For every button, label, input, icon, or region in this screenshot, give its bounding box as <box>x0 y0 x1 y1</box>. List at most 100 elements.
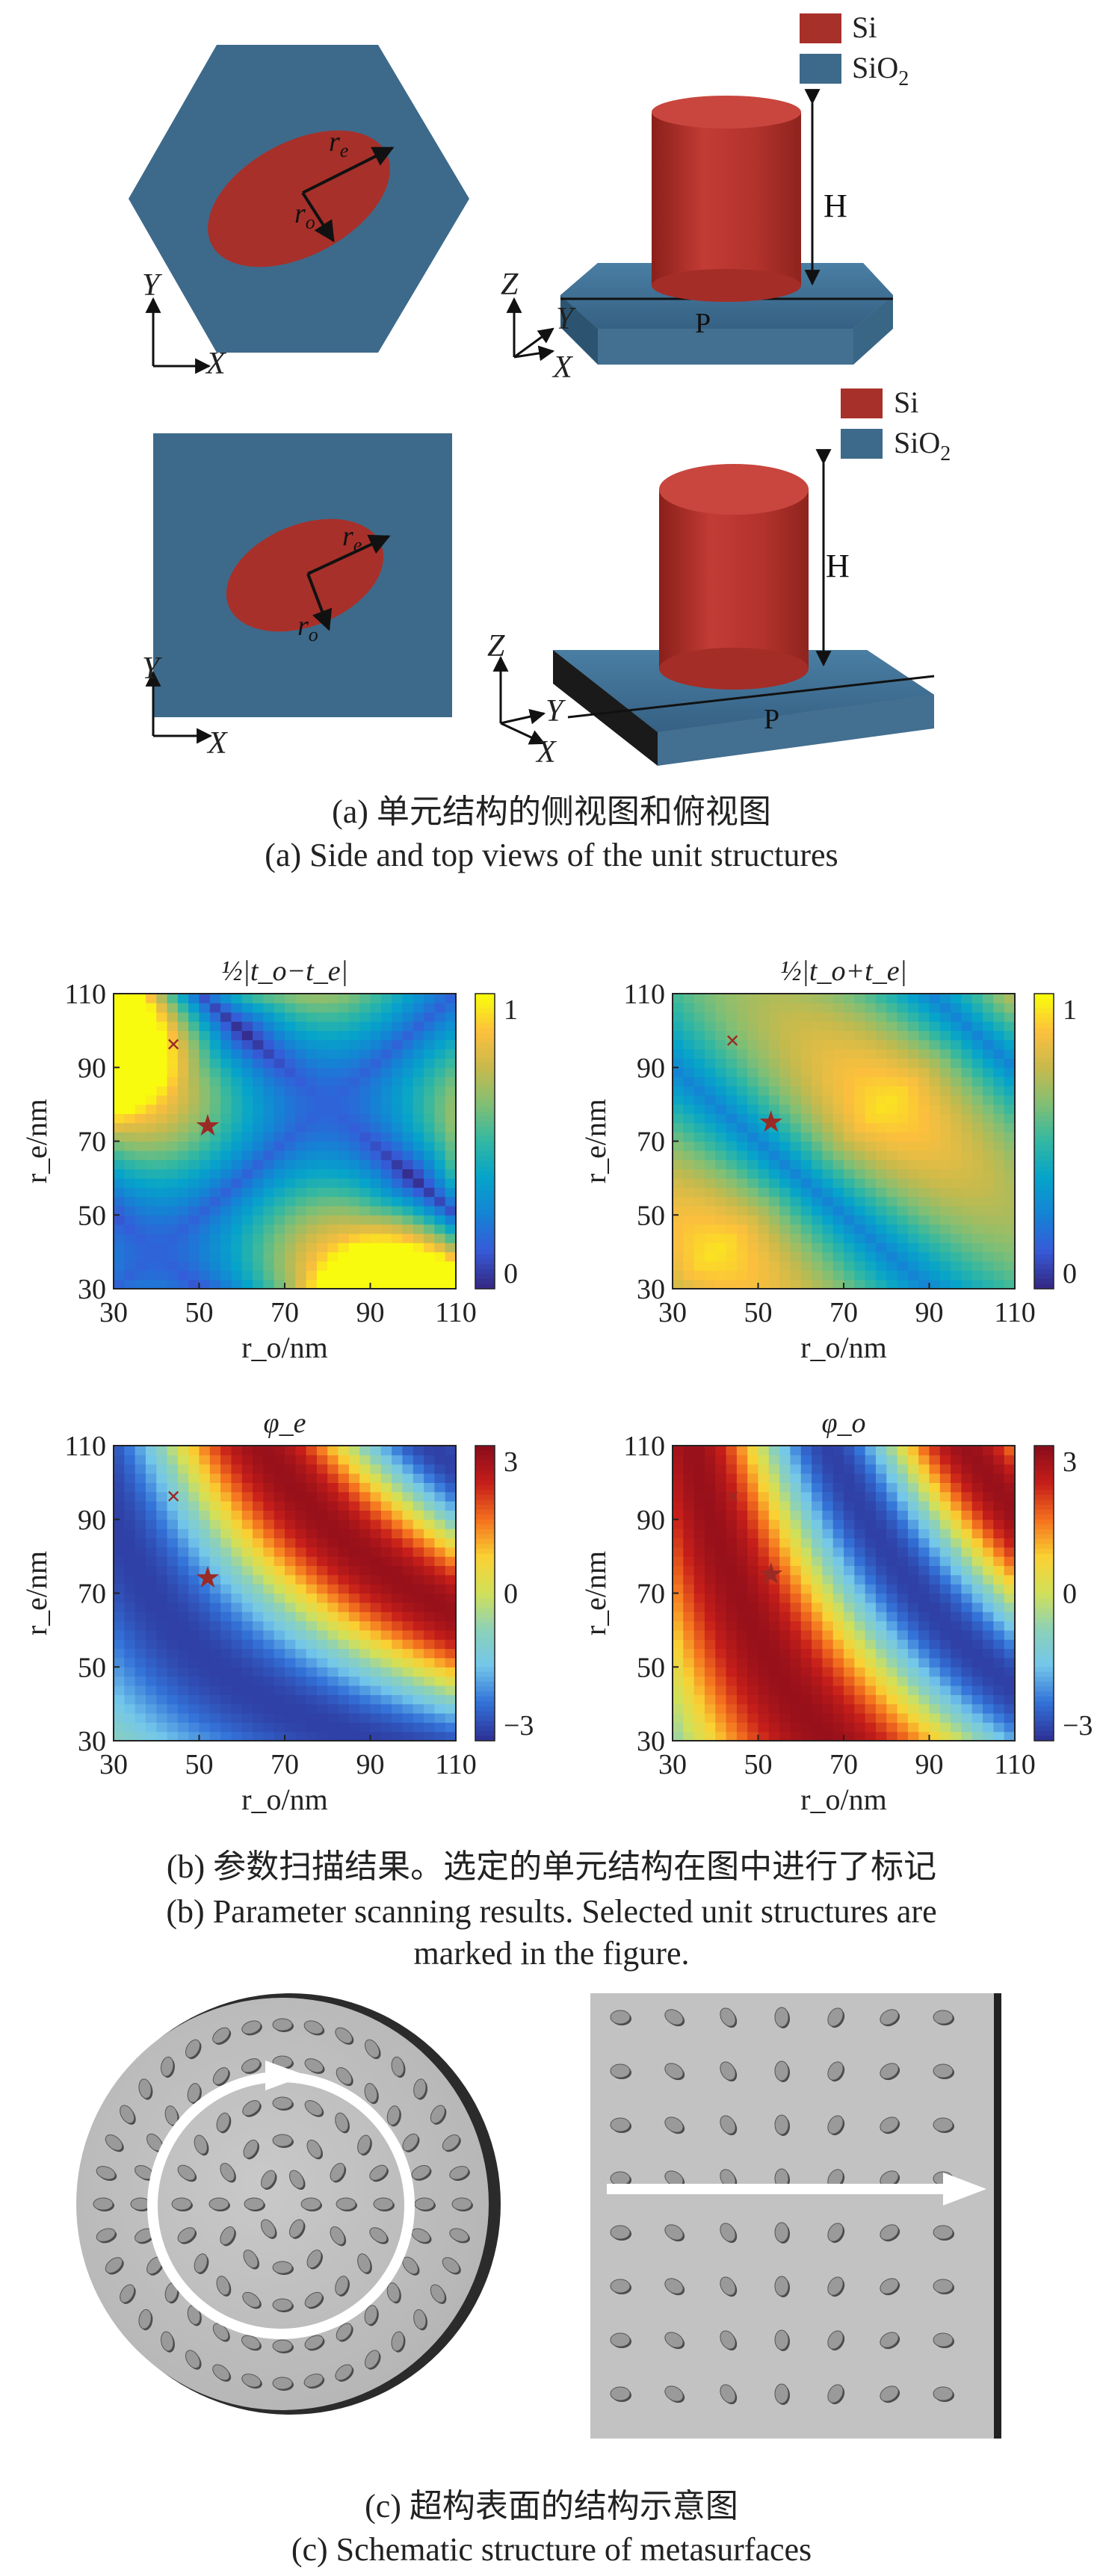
heatmap-cell <box>865 1104 877 1115</box>
heatmap-cell <box>209 1593 221 1603</box>
heatmap-cell <box>220 1095 232 1105</box>
heatmap-cell <box>993 1473 1005 1483</box>
heatmap-cell <box>424 1620 435 1631</box>
heatmap-cell <box>800 1657 812 1668</box>
heatmap-cell <box>359 1538 371 1548</box>
heatmap-cell <box>348 1113 360 1124</box>
heatmap-cell <box>306 1574 318 1585</box>
heatmap-cell <box>327 1039 339 1050</box>
heatmap-cell <box>779 1611 791 1622</box>
heatmap-cell <box>156 1538 168 1548</box>
heatmap-cell <box>434 1501 446 1511</box>
heatmap-cell <box>241 1113 253 1124</box>
heatmap-cell <box>199 1473 211 1483</box>
heatmap-cell <box>822 1648 834 1659</box>
heatmap-cell <box>886 1639 898 1650</box>
heatmap-cell <box>220 1049 232 1059</box>
heatmap-cell <box>865 1473 877 1483</box>
heatmap-cell <box>124 1132 136 1142</box>
heatmap-cell <box>380 1482 392 1493</box>
heatmap-cell <box>156 1455 168 1465</box>
heatmap-cell <box>199 1657 211 1668</box>
heatmap-cell <box>983 1077 994 1087</box>
heatmap-cell <box>434 1676 446 1686</box>
heatmap-cell <box>693 1159 705 1170</box>
heatmap-cell <box>983 1676 994 1686</box>
heatmap-cell <box>929 1546 941 1557</box>
heatmap-cell <box>402 1270 414 1281</box>
heatmap-cell <box>715 1491 727 1502</box>
heatmap-cell <box>316 1270 328 1281</box>
heatmap-cell <box>188 1602 200 1612</box>
heatmap-cell <box>114 1003 125 1013</box>
heatmap-cell <box>726 1077 738 1087</box>
heatmap-cell <box>832 1177 844 1188</box>
heatmap-cell <box>779 1012 791 1022</box>
heatmap-cell <box>402 1177 414 1188</box>
heatmap-cell <box>822 1639 834 1650</box>
heatmap-cell <box>231 1113 243 1124</box>
heatmap-cell <box>768 1177 780 1188</box>
heatmap-cell <box>758 1510 770 1520</box>
heatmap-cell <box>854 1657 866 1668</box>
heatmap-cell <box>693 1694 705 1705</box>
heatmap-cell <box>359 1629 371 1640</box>
heatmap-cell <box>348 1482 360 1493</box>
colorbar-cell <box>1034 1716 1054 1722</box>
heatmap-cell <box>188 1279 200 1289</box>
heatmap-cell <box>402 1491 414 1502</box>
heatmap-cell <box>220 1251 232 1262</box>
heatmap-cell <box>907 1446 919 1455</box>
heatmap-cell <box>939 1473 951 1483</box>
heatmap-cell <box>338 1168 350 1179</box>
heatmap-cell <box>241 1270 253 1281</box>
heatmap-cell <box>768 1703 780 1714</box>
colorbar-cell <box>1034 1623 1054 1629</box>
heatmap-cell <box>907 1685 919 1695</box>
heatmap-cell <box>822 1205 834 1216</box>
heatmap-cell <box>145 1455 157 1465</box>
heatmap-cell <box>983 1141 994 1151</box>
colorbar-tick-label: 0 <box>504 1579 518 1610</box>
heatmap-cell <box>971 1113 983 1124</box>
heatmap-cell <box>359 1030 371 1041</box>
heatmap-cell <box>747 1030 759 1041</box>
heatmap-cell <box>907 1196 919 1207</box>
heatmap-cell <box>114 1132 125 1142</box>
heatmap-cell <box>918 1113 930 1124</box>
heatmap-cell <box>338 1703 350 1714</box>
heatmap-cell <box>274 1077 285 1087</box>
heatmap-cell <box>693 1150 705 1160</box>
heatmap-cell <box>693 1712 705 1723</box>
heatmap-cell <box>844 1196 855 1207</box>
heatmap-cell <box>124 1021 136 1031</box>
heatmap-cell <box>370 1177 382 1188</box>
heatmap-cell <box>424 1446 435 1455</box>
heatmap-cell <box>327 1703 339 1714</box>
heatmap-cell <box>768 1620 780 1631</box>
heatmap-cell <box>704 1510 716 1520</box>
colorbar-cell <box>475 1146 495 1152</box>
heatmap-cell <box>199 1012 211 1022</box>
heatmap-cell <box>114 1629 125 1640</box>
heatmap-cell <box>790 1574 802 1585</box>
heatmap-cell <box>758 1003 770 1013</box>
heatmap-cell <box>951 1039 963 1050</box>
heatmap-cell <box>413 1648 424 1659</box>
heatmap-cell <box>907 1141 919 1151</box>
heatmap-cell <box>145 1565 157 1576</box>
colorbar-cell <box>475 1583 495 1589</box>
heatmap-cell <box>253 1473 264 1483</box>
heatmap-cell <box>124 1510 136 1520</box>
heatmap-cell <box>295 1021 307 1031</box>
heatmap-cell <box>231 1501 243 1511</box>
heatmap-cell <box>263 1260 275 1271</box>
heatmap-cell <box>370 1529 382 1539</box>
heatmap-cell <box>758 1205 770 1216</box>
heatmap-cell <box>704 1593 716 1603</box>
heatmap-cell <box>993 1233 1005 1243</box>
colorbar-frame <box>1034 1445 1054 1741</box>
heatmap-cell <box>768 1104 780 1115</box>
pillar <box>244 2197 265 2211</box>
heatmap-cell <box>370 1141 382 1151</box>
